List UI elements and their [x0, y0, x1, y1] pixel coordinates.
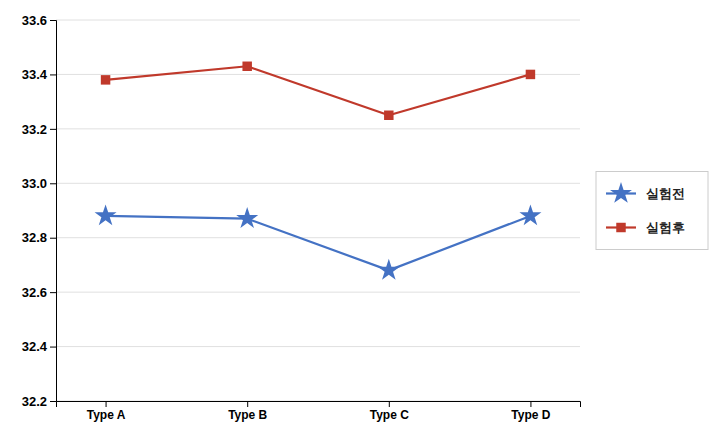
y-tick-mark — [50, 292, 56, 293]
point — [384, 111, 393, 120]
y-tick: 33.6 — [22, 13, 56, 28]
x-tick-label: Type C — [370, 408, 409, 422]
chart: 32.232.432.632.833.033.233.433.6Type ATy… — [0, 0, 720, 443]
point — [242, 62, 251, 71]
legend-box — [596, 172, 708, 250]
grid-line — [56, 20, 580, 21]
point — [526, 70, 535, 79]
y-tick: 33.0 — [22, 176, 56, 191]
x-tick: Type D — [511, 401, 550, 422]
legend-label: 실험후 — [646, 220, 685, 235]
legend-swatch-marker — [610, 182, 632, 203]
x-tick-mark — [106, 401, 107, 407]
y-tick-label: 32.8 — [22, 230, 47, 245]
grid-line — [56, 346, 580, 347]
grid-line — [56, 74, 580, 75]
x-tick-mark — [389, 401, 390, 407]
y-tick-label: 32.2 — [22, 394, 47, 409]
point — [236, 207, 258, 228]
y-tick-mark — [50, 20, 56, 21]
grid — [56, 20, 580, 401]
y-tick-label: 32.4 — [22, 339, 48, 354]
y-tick-mark — [50, 238, 56, 239]
x-tick-label: Type B — [228, 408, 267, 422]
legend: 실험전실험후 — [596, 172, 708, 250]
grid-line — [56, 128, 580, 129]
grid-line — [56, 292, 580, 293]
point — [95, 204, 117, 225]
y-tick: 32.8 — [22, 230, 56, 245]
y-tick: 32.6 — [22, 285, 56, 300]
x-tick: Type A — [87, 401, 126, 422]
x-tick: Type C — [370, 401, 409, 422]
y-tick-mark — [50, 183, 56, 184]
point — [101, 75, 110, 84]
x-tick-mark — [247, 401, 248, 407]
y-tick-mark — [50, 347, 56, 348]
point — [519, 204, 541, 225]
y-tick: 33.2 — [22, 122, 56, 137]
point — [378, 259, 400, 280]
legend-label: 실험전 — [646, 186, 685, 201]
plot: 32.232.432.632.833.033.233.433.6Type ATy… — [22, 13, 581, 422]
y-tick: 33.4 — [22, 67, 56, 82]
legend-swatch-marker — [616, 223, 625, 232]
y-tick: 32.2 — [22, 394, 56, 409]
y-tick: 32.4 — [22, 339, 56, 354]
y-tick-label: 33.4 — [22, 67, 48, 82]
y-tick-mark — [50, 129, 56, 130]
grid-line — [56, 237, 580, 238]
y-tick-label: 33.2 — [22, 122, 47, 137]
x-tick-mark — [530, 401, 531, 407]
legend-item: 실험후 — [606, 220, 685, 235]
series-group — [95, 62, 542, 280]
x-tick: Type B — [228, 401, 267, 422]
y-tick-mark — [50, 401, 56, 402]
x-tick-label: Type D — [511, 408, 550, 422]
y-tick-label: 33.0 — [22, 176, 47, 191]
x-tick-label: Type A — [87, 408, 126, 422]
y-tick-label: 33.6 — [22, 13, 47, 28]
x-axis: Type A Type B Type C Type D — [57, 401, 581, 422]
y-axis: 32.2 32.4 32.6 32.8 33.0 33.2 33.4 33.6 — [22, 13, 57, 409]
y-tick-mark — [50, 74, 56, 75]
y-axis-line — [50, 21, 57, 402]
x-axis-line — [57, 402, 581, 408]
y-tick-label: 32.6 — [22, 285, 47, 300]
legend-item: 실험전 — [606, 182, 685, 203]
series-line — [106, 66, 531, 115]
series-line — [106, 216, 531, 270]
grid-line — [56, 183, 580, 184]
